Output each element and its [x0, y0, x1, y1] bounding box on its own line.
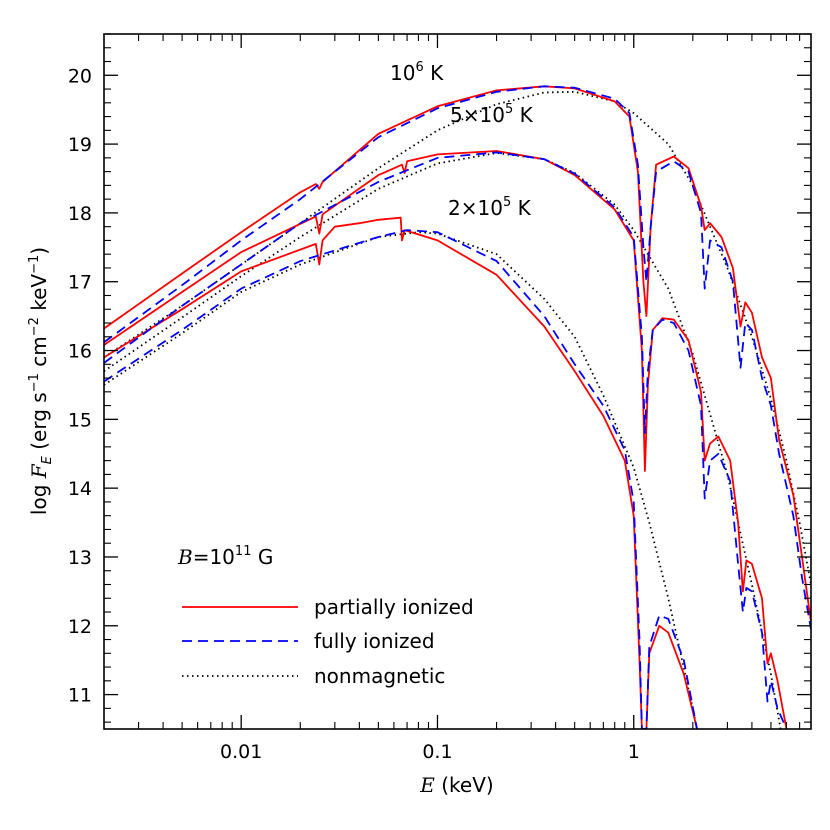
svg-text:log FE (erg s−1 cm−2 keV−1): log FE (erg s−1 cm−2 keV−1): [27, 247, 55, 515]
series-line-fully-ionized: [104, 151, 788, 729]
y-tick-label: 18: [68, 203, 92, 225]
y-tick-label: 12: [68, 616, 92, 638]
legend-label-partially-ionized: partially ionized: [314, 595, 474, 619]
y-tick-label: 11: [68, 685, 92, 707]
x-axis-label: E (keV): [419, 773, 493, 797]
y-tick-label: 15: [68, 409, 92, 431]
y-axis-label: log FE (erg s−1 cm−2 keV−1): [27, 247, 55, 515]
series-line-nonmagnetic: [104, 231, 698, 729]
label-2e5K: 2×105 K: [448, 195, 532, 220]
y-tick-label: 14: [68, 478, 92, 500]
legend-label-nonmagnetic: nonmagnetic: [314, 664, 445, 688]
series-line-partially-ionized: [104, 85, 811, 623]
label-5e5K: 5×105 K: [450, 102, 534, 127]
series-line-fully-ionized: [104, 85, 811, 630]
series-line-nonmagnetic: [104, 90, 811, 585]
label-1e6K: 106 K: [390, 60, 444, 85]
y-tick-label: 16: [68, 341, 92, 363]
y-tick-label: 17: [68, 272, 92, 294]
label-field: B=1011 G: [177, 544, 273, 569]
series-line-partially-ionized: [104, 216, 698, 729]
x-tick-label: 1: [628, 741, 640, 763]
y-tick-label: 19: [68, 134, 92, 156]
legend: partially ionized fully ionized nonmagne…: [182, 595, 474, 688]
legend-label-fully-ionized: fully ionized: [314, 629, 435, 653]
x-tick-label: 0.1: [422, 741, 452, 763]
series-line-partially-ionized: [104, 150, 788, 729]
series-line-fully-ionized: [104, 229, 698, 729]
y-tick-label: 13: [68, 547, 92, 569]
x-tick-label: 0.01: [220, 741, 262, 763]
series-line-nonmagnetic: [104, 152, 782, 729]
y-tick-label: 20: [68, 65, 92, 87]
plot-frame: [103, 33, 812, 730]
